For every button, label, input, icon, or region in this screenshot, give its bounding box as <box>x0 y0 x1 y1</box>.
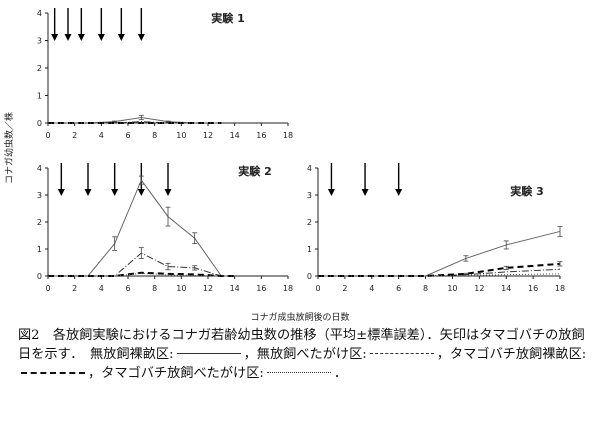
x-tick-label: 6 <box>396 284 401 293</box>
x-tick-label: 6 <box>125 284 130 293</box>
y-tick-label: 4 <box>307 164 312 173</box>
x-tick-label: 4 <box>99 284 104 293</box>
release-arrow-head <box>395 189 403 196</box>
x-tick-label: 16 <box>256 284 266 293</box>
y-tick-label: 3 <box>37 37 42 46</box>
y-tick-label: 3 <box>37 191 42 200</box>
caption-text-1: 図2 各放飼実験におけるコナガ若齢幼虫数の推移（平均±標準誤差）．矢印はタマゴバ… <box>18 328 585 362</box>
release-arrow-head <box>97 34 105 41</box>
legend-sample-dotted <box>266 372 331 373</box>
x-tick-label: 0 <box>45 284 50 293</box>
series-line-dashed <box>48 271 235 277</box>
x-tick-label: 18 <box>283 131 293 140</box>
y-tick-label: 0 <box>37 119 42 128</box>
series-line-dashed <box>318 262 561 277</box>
y-tick-label: 4 <box>37 9 42 18</box>
x-tick-label: 8 <box>423 284 428 293</box>
x-tick-label: 14 <box>501 284 511 293</box>
x-tick-label: 14 <box>230 131 240 140</box>
x-tick-label: 4 <box>99 131 104 140</box>
y-tick-label: 1 <box>37 245 42 254</box>
series-line-dashdot <box>48 121 222 124</box>
x-axis-label: コナガ成虫放飼後の日数 <box>250 311 349 323</box>
caption-text-4: ，タマゴバチ放飼べたがけ区: <box>88 366 264 381</box>
series-line-solid <box>48 179 235 277</box>
y-tick-label: 2 <box>307 218 312 227</box>
series-line-dotted <box>48 272 235 277</box>
x-tick-label: 12 <box>474 284 484 293</box>
chart-title: 実験 2 <box>238 164 271 178</box>
y-tick-label: 3 <box>307 191 312 200</box>
release-arrow-head <box>77 34 85 41</box>
x-tick-label: 10 <box>176 284 186 293</box>
x-tick-label: 8 <box>152 284 157 293</box>
y-tick-label: 2 <box>37 218 42 227</box>
release-arrow-head <box>111 189 119 196</box>
release-arrow-head <box>51 34 59 41</box>
caption-text-5: ． <box>333 366 348 381</box>
y-tick-label: 1 <box>307 245 312 254</box>
series-line-solid <box>318 230 561 277</box>
x-tick-label: 12 <box>203 131 213 140</box>
caption-text-3: ，タマゴバチ放飼裸畝区: <box>436 347 587 362</box>
caption-text-2: ，無放飼べたがけ区: <box>243 347 367 362</box>
x-tick-label: 0 <box>45 131 50 140</box>
x-tick-label: 14 <box>230 284 240 293</box>
x-tick-label: 0 <box>315 284 320 293</box>
release-arrow-head <box>64 34 72 41</box>
legend-sample-dashdot <box>369 353 434 354</box>
x-tick-label: 2 <box>72 131 77 140</box>
x-tick-label: 6 <box>125 131 130 140</box>
release-arrow-head <box>84 189 92 196</box>
y-tick-label: 4 <box>37 164 42 173</box>
release-arrow-head <box>361 189 369 196</box>
release-arrow-head <box>137 189 145 196</box>
x-tick-label: 8 <box>152 131 157 140</box>
x-tick-label: 18 <box>283 284 293 293</box>
x-tick-label: 12 <box>203 284 213 293</box>
release-arrow-head <box>117 34 125 41</box>
release-arrow-head <box>57 189 65 196</box>
y-tick-label: 0 <box>37 272 42 281</box>
x-tick-label: 18 <box>555 284 565 293</box>
x-tick-label: 2 <box>342 284 347 293</box>
x-tick-label: 16 <box>256 131 266 140</box>
release-arrow-head <box>327 189 335 196</box>
x-tick-label: 16 <box>528 284 538 293</box>
y-tick-label: 0 <box>307 272 312 281</box>
y-axis-label: コナガ幼虫数／株 <box>3 112 15 184</box>
release-arrow-head <box>137 34 145 41</box>
legend-sample-solid <box>176 353 241 354</box>
series-line-dotted <box>318 273 561 277</box>
x-tick-label: 10 <box>447 284 457 293</box>
chart-title: 実験 1 <box>211 11 244 25</box>
x-tick-label: 10 <box>176 131 186 140</box>
y-tick-label: 2 <box>37 64 42 73</box>
x-tick-label: 4 <box>369 284 374 293</box>
release-arrow-head <box>164 189 172 196</box>
figure-caption: 図2 各放飼実験におけるコナガ若齢幼虫数の推移（平均±標準誤差）．矢印はタマゴバ… <box>18 326 592 383</box>
legend-sample-dashed <box>21 371 85 374</box>
y-tick-label: 1 <box>37 92 42 101</box>
chart-title: 実験 3 <box>510 184 543 198</box>
x-tick-label: 2 <box>72 284 77 293</box>
